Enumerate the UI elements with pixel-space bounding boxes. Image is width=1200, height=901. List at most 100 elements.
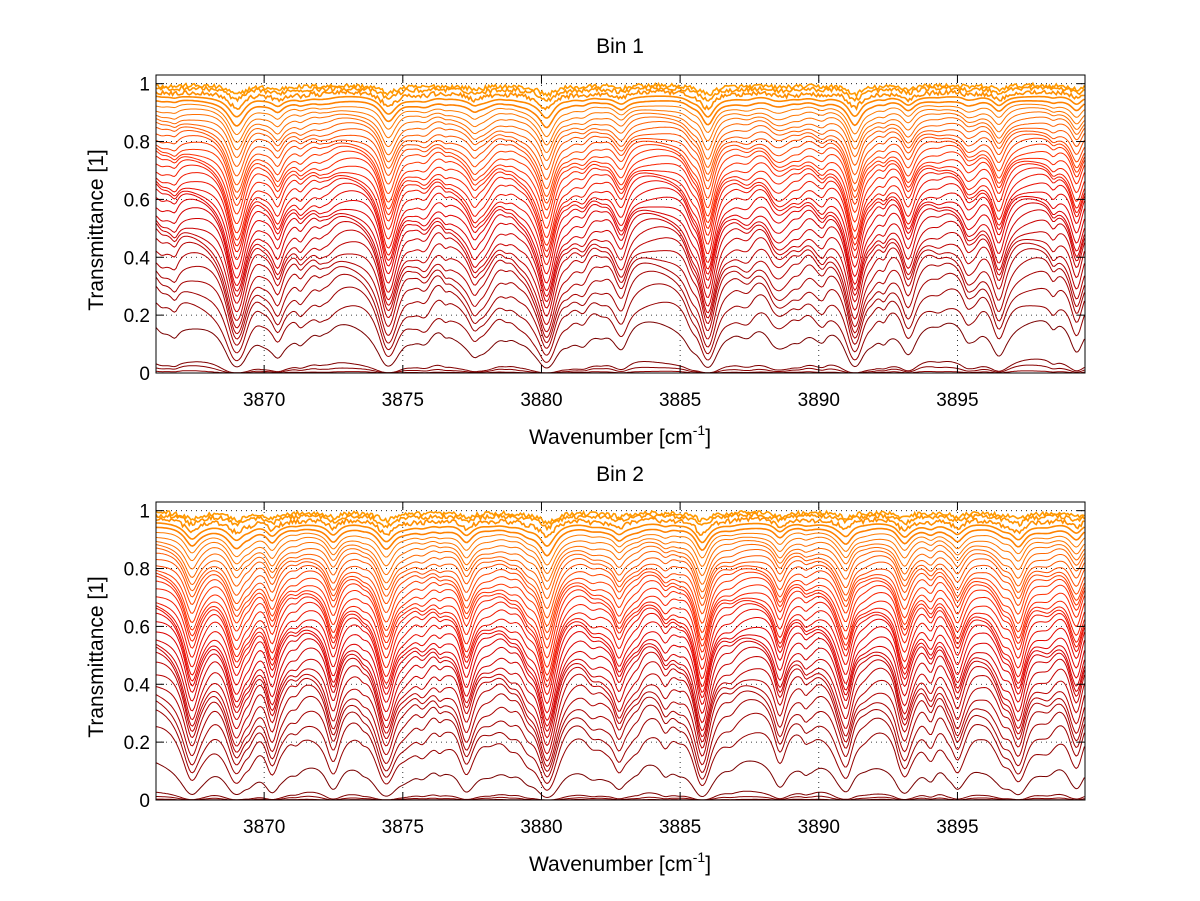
y-tick-label: 0.8 [124,560,150,581]
series-line [156,532,1085,566]
y-tick-label: 0 [139,364,150,385]
x-tick-label: 3890 [798,390,840,411]
series-line [156,248,1085,339]
series-line [156,571,1085,641]
series-line [156,167,1085,252]
series-line [156,193,1085,284]
chart-bin-1: Bin 1 Transmittance [1] Wavenumber [cm-1… [85,35,1086,449]
series-line [156,143,1085,211]
series-line [156,646,1085,739]
series-line [156,547,1085,600]
series-line [156,760,1085,799]
series-line [156,522,1085,547]
y-axis-label: Transmittance [1] [85,149,108,310]
series-line [156,690,1085,773]
series-line [156,155,1085,229]
series-line [156,661,1085,755]
x-tick-label: 3875 [382,390,424,411]
x-tick-label: 3895 [936,390,978,411]
y-tick-label: 0.4 [124,675,151,696]
series-line [156,575,1085,649]
series-line [156,130,1085,190]
series-line [156,543,1085,591]
series-line [156,559,1085,619]
y-tick-label: 1 [139,75,150,96]
series-line [156,612,1085,705]
series-line [156,568,1085,634]
series-line [156,588,1085,669]
series-line [156,81,1085,99]
y-tick-label: 1 [139,502,150,523]
axes-frame [155,501,1086,801]
series-line [156,607,1085,696]
series-line [156,257,1085,344]
series-line [156,526,1085,557]
series-line [156,631,1085,722]
series-line [156,595,1085,676]
y-tick-label: 0.6 [124,190,150,211]
series-line [156,126,1085,180]
series-line [156,159,1085,239]
x-tick-label: 3880 [520,817,562,838]
series-line [156,235,1085,326]
x-tick-label: 3875 [382,817,424,838]
series-line [156,209,1085,303]
series-line [156,790,1085,800]
series-line [156,512,1085,532]
chart-title: Bin 2 [596,463,644,486]
y-axis-label: Transmittance [1] [85,576,108,737]
series-line [156,187,1085,275]
series-line [156,95,1085,119]
series-line [156,637,1085,727]
series-line [156,226,1085,317]
series-line [156,600,1085,682]
x-tick-label: 3885 [659,390,701,411]
series-line [156,133,1085,198]
series-line [156,651,1085,747]
series-line [156,163,1085,246]
series-line [156,111,1085,154]
series-line [156,116,1085,162]
series-line [156,552,1085,610]
series-line [156,270,1085,349]
plot-area: 3870 3875 3880 3885 3890 3895 0 0.2 0.4 0.6 0.8 1 [124,501,1086,838]
series-line [156,283,1085,356]
x-tick-label: 3880 [520,390,562,411]
series-line [156,84,1085,103]
chart-title: Bin 1 [596,35,644,58]
series-line [156,121,1085,171]
series-line [156,148,1085,220]
series-line [156,564,1085,627]
series-line [156,536,1085,575]
series-group [156,81,1085,373]
y-tick-label: 0.2 [124,306,150,327]
series-line [156,218,1085,309]
x-tick-label: 3890 [798,817,840,838]
series-line [156,674,1085,762]
series-line [156,699,1085,778]
x-tick-label: 3870 [243,390,285,411]
series-line [156,621,1085,714]
series-line [156,358,1085,373]
chart-bin-2: Bin 2 Transmittance [1] Wavenumber [cm-1… [85,463,1086,876]
y-tick-label: 0 [139,791,150,812]
series-line [156,241,1085,333]
series-line [156,709,1085,785]
y-tick-label: 0.6 [124,617,150,638]
series-line [156,88,1085,111]
x-tick-label: 3885 [659,817,701,838]
series-line [156,99,1085,129]
series-line [156,103,1085,138]
series-line [156,137,1085,204]
plot-area: 3870 3875 3880 3885 3890 3895 0 0.2 0.4 0.6 0.8 1 [124,74,1086,411]
series-line [156,107,1085,146]
series-line [156,173,1085,258]
series-line [156,580,1085,659]
x-tick-label: 3870 [243,817,285,838]
x-axis-label: Wavenumber [cm-1] [529,849,711,876]
series-line [156,202,1085,298]
series-line [156,603,1085,688]
series-line [156,198,1085,292]
series-line [156,726,1085,791]
